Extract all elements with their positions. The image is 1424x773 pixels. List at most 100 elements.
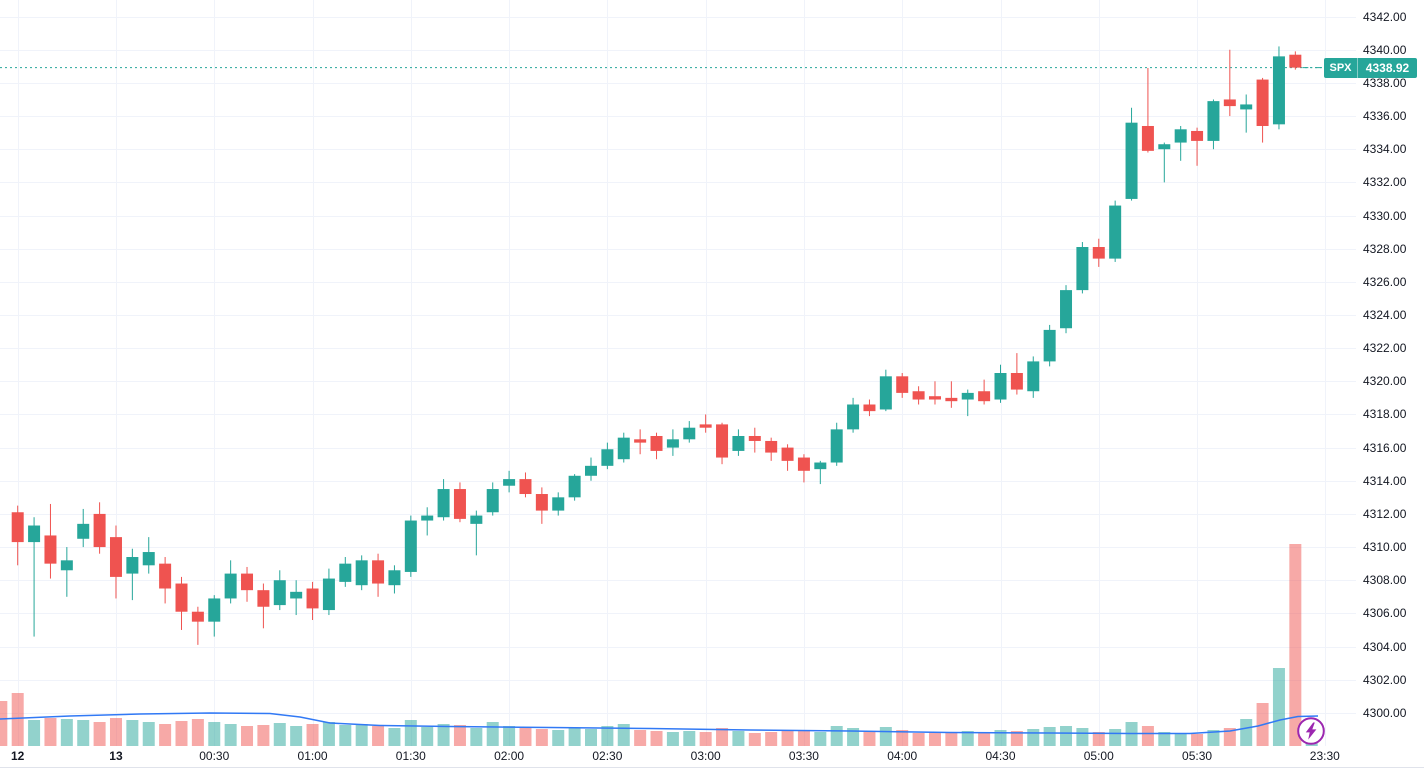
- candle: [1092, 247, 1105, 259]
- candle: [535, 494, 548, 511]
- candle: [159, 563, 172, 589]
- candle: [372, 560, 385, 584]
- candle: [339, 563, 352, 582]
- volume-bar: [978, 733, 991, 746]
- time-tick-label: 03:30: [788, 749, 819, 763]
- volume-bar: [142, 722, 155, 746]
- candle: [617, 437, 630, 460]
- candle: [568, 475, 581, 498]
- candle: [1174, 129, 1187, 143]
- volume-bar: [650, 731, 663, 746]
- volume-bar: [945, 733, 958, 746]
- price-axis[interactable]: 4342.00 4340.00 4338.00 4336.00 4334.00 4332.…: [1356, 0, 1424, 767]
- volume-bar: [421, 727, 434, 746]
- candle-wick: [33, 517, 35, 637]
- volume-bar: [175, 721, 188, 746]
- candle-wick: [1196, 127, 1198, 166]
- volume-bar: [273, 723, 286, 746]
- volume-bar: [503, 726, 516, 746]
- time-tick-label: 13: [109, 749, 123, 763]
- volume-bar: [93, 722, 106, 746]
- candle: [60, 560, 73, 571]
- candle: [421, 515, 434, 521]
- candle: [765, 440, 778, 453]
- candle: [44, 535, 57, 564]
- candle: [847, 404, 860, 430]
- time-tick-label: 02:30: [592, 749, 623, 763]
- time-tick-label: 23:30: [1309, 749, 1340, 763]
- volume-bar: [765, 732, 778, 746]
- candle: [77, 523, 90, 539]
- price-tick-label: 4318.00: [1363, 407, 1407, 422]
- candle: [126, 557, 139, 574]
- volume-bar: [634, 730, 647, 746]
- candle: [11, 512, 24, 543]
- price-tick-label: 4324.00: [1363, 307, 1407, 322]
- candle: [585, 465, 597, 476]
- candle: [28, 525, 41, 543]
- candle: [290, 591, 303, 599]
- volume-bar: [208, 722, 221, 746]
- time-tick-label: 01:30: [395, 749, 426, 763]
- volume-bar: [1076, 728, 1089, 746]
- candle: [1125, 122, 1138, 199]
- candle: [257, 590, 270, 607]
- candle: [732, 435, 745, 451]
- candle-wick: [426, 507, 428, 536]
- volume-bar: [617, 724, 630, 746]
- candle: [1043, 329, 1056, 362]
- price-tick-label: 4332.00: [1363, 175, 1407, 190]
- candle: [1256, 79, 1269, 126]
- volume-bar: [601, 726, 614, 746]
- candle: [1109, 205, 1122, 259]
- volume-bar: [1240, 719, 1253, 746]
- price-tick-label: 4320.00: [1363, 374, 1407, 389]
- volume-bar: [77, 720, 90, 746]
- candle: [781, 447, 794, 461]
- volume-bar: [1191, 734, 1204, 746]
- volume-bar: [11, 693, 24, 746]
- candle: [928, 396, 941, 400]
- volume-bar: [1158, 732, 1171, 746]
- volume-bar: [847, 728, 860, 746]
- chart-plot-area[interactable]: [0, 0, 1356, 746]
- candle-wick: [66, 547, 68, 597]
- price-tick-label: 4334.00: [1363, 142, 1407, 157]
- candle: [355, 560, 368, 586]
- time-axis[interactable]: 12 13 00:30 01:00 01:30 02:00 02:30 03:00 03:30 0…: [0, 746, 1356, 767]
- candle: [601, 449, 614, 466]
- volume-bar: [814, 732, 827, 746]
- candle: [142, 552, 155, 566]
- volume-bar: [1109, 729, 1122, 746]
- volume-bar: [437, 724, 450, 746]
- candle: [1272, 56, 1285, 125]
- lightning-bolt-button[interactable]: [1296, 716, 1326, 746]
- bottom-border: [0, 767, 1424, 768]
- candle: [797, 457, 810, 471]
- candle: [945, 397, 958, 402]
- candle: [716, 424, 729, 458]
- candle: [224, 573, 237, 599]
- last-price-value: 4338.92: [1365, 60, 1410, 75]
- time-tick-label: 03:00: [690, 749, 721, 763]
- candle-wick: [1229, 49, 1231, 117]
- candle-wick: [705, 414, 707, 433]
- candle-wick: [197, 606, 199, 645]
- candle: [208, 598, 221, 622]
- candle: [404, 520, 417, 572]
- symbol-label: SPX: [1329, 61, 1352, 74]
- candle: [1240, 104, 1253, 110]
- badge-separator: [1357, 57, 1358, 78]
- volume-bar: [191, 719, 204, 746]
- volume-bar: [732, 731, 745, 746]
- volume-bar: [699, 732, 712, 746]
- price-tick-label: 4308.00: [1363, 573, 1407, 588]
- candle-wick: [950, 381, 952, 408]
- candle: [1141, 125, 1154, 151]
- time-tick-label: 04:00: [887, 749, 918, 763]
- volume-bar: [486, 722, 499, 746]
- candle: [748, 435, 761, 441]
- volume-bar: [830, 726, 843, 746]
- volume-bar: [1010, 731, 1023, 746]
- candle-wick: [475, 510, 477, 556]
